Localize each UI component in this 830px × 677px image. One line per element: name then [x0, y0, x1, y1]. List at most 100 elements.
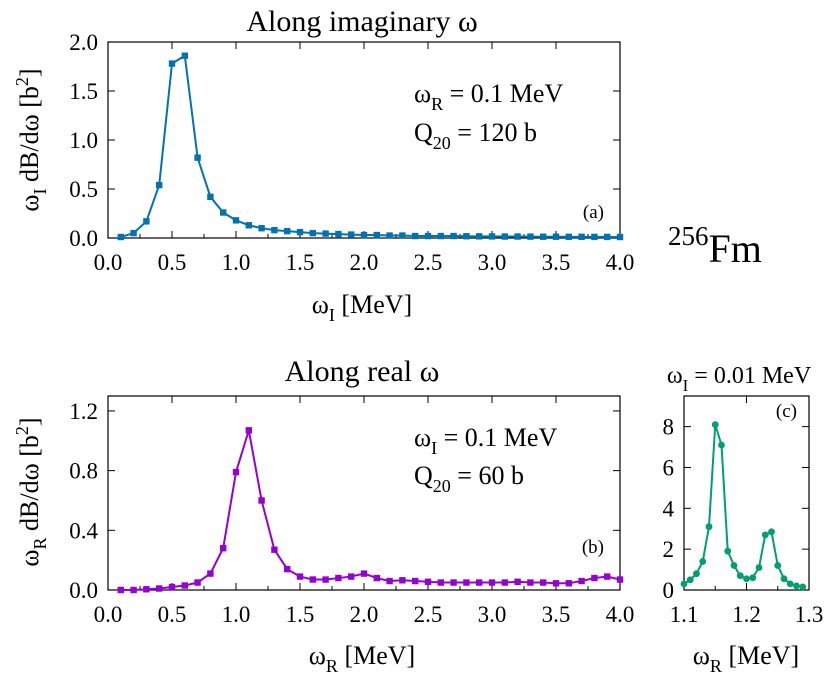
panel-b-annotation-omega-i: ωI = 0.1 MeV	[414, 423, 557, 458]
x-tick-label: 0.0	[94, 602, 123, 627]
data-point	[360, 570, 368, 577]
data-point	[322, 576, 329, 583]
data-point	[540, 233, 547, 240]
x-tick-label: 2.0	[350, 602, 379, 627]
data-point	[450, 232, 457, 240]
data-point	[527, 579, 534, 586]
panel-a-annotation-omega-r: ωR = 0.1 MeV	[414, 79, 563, 114]
data-point	[693, 570, 700, 578]
data-point	[463, 579, 470, 586]
data-point	[271, 546, 278, 553]
data-point	[718, 441, 725, 449]
data-point	[220, 545, 227, 552]
data-point	[705, 523, 713, 531]
data-point	[749, 574, 757, 582]
series-line-a	[120, 54, 621, 239]
x-tick-label: 2.0	[350, 250, 379, 275]
y-tick-label: 0	[663, 578, 675, 603]
x-tick-label: 1.5	[286, 250, 315, 275]
panel-c-x-axis-label: ωR [MeV]	[693, 641, 799, 676]
data-point	[591, 574, 598, 582]
data-point	[399, 577, 406, 584]
data-point	[348, 573, 355, 580]
data-point	[181, 52, 188, 59]
y-tick-label: 2	[663, 537, 675, 562]
data-point	[736, 572, 744, 580]
x-tick-label: 0.5	[158, 250, 187, 275]
y-tick-label: 6	[663, 455, 675, 480]
data-point	[399, 232, 406, 239]
data-point	[501, 233, 508, 240]
data-point	[258, 497, 265, 504]
data-point	[793, 582, 800, 590]
data-point	[450, 579, 457, 586]
data-point	[245, 222, 252, 229]
data-point	[786, 580, 794, 588]
data-point	[258, 225, 265, 232]
y-tick-label: 1.5	[69, 79, 98, 104]
data-point	[761, 531, 769, 539]
data-point	[527, 233, 534, 240]
data-point	[755, 564, 763, 571]
data-point	[245, 427, 252, 434]
data-point	[296, 228, 304, 236]
data-point	[437, 579, 444, 586]
data-point	[476, 579, 483, 586]
data-point	[194, 154, 201, 161]
y-tick-label: 1.0	[69, 128, 98, 153]
data-point	[348, 231, 355, 238]
data-point	[774, 562, 782, 569]
x-tick-label: 2.5	[414, 250, 443, 275]
data-point	[412, 577, 419, 585]
x-tick-label: 2.5	[414, 602, 443, 627]
data-point	[552, 580, 560, 587]
x-tick-label: 4.0	[606, 602, 635, 627]
x-tick-label: 1.5	[286, 602, 315, 627]
data-point	[501, 579, 508, 586]
panel-a-x-axis-label: ωI [MeV]	[312, 290, 412, 325]
data-point	[730, 562, 738, 569]
data-point	[284, 227, 291, 235]
data-point	[284, 565, 291, 573]
data-point	[780, 575, 788, 583]
y-tick-label: 4	[663, 496, 675, 521]
y-tick-label: 0.0	[69, 578, 98, 603]
data-point	[680, 580, 688, 588]
data-point	[143, 586, 150, 593]
data-point	[514, 233, 521, 240]
data-point	[194, 579, 201, 586]
data-point	[578, 233, 585, 241]
data-point	[699, 558, 707, 565]
data-point	[768, 528, 775, 536]
data-point	[168, 583, 176, 591]
data-point	[604, 233, 611, 241]
data-point	[373, 231, 380, 239]
data-point	[156, 181, 163, 189]
panel-b-x-axis-label: ωR [MeV]	[309, 641, 415, 676]
panel-c-title: ωI = 0.01 MeV	[667, 363, 812, 395]
panel-a-title: Along imaginary ω	[246, 5, 477, 38]
x-tick-label: 1.0	[222, 250, 251, 275]
data-point	[616, 576, 624, 583]
data-point	[463, 233, 470, 240]
panel-b-annotation-q20: Q20 = 60 b	[414, 461, 524, 496]
panel-c: ωI = 0.01 MeV (c) ωR [MeV] 1.1 1.2 1.3 0 2 4 6…	[663, 363, 824, 676]
data-point	[386, 577, 393, 585]
data-point	[322, 230, 329, 237]
data-point	[578, 577, 585, 585]
data-point	[335, 574, 342, 582]
data-point	[604, 573, 611, 580]
panel-a: Along imaginary ω (a) ωR = 0.1 MeV Q20 =…	[12, 5, 634, 325]
data-point	[156, 585, 163, 592]
data-point	[686, 576, 694, 584]
data-point	[565, 580, 572, 587]
data-point	[220, 209, 227, 216]
data-point	[232, 217, 240, 224]
data-point	[360, 231, 368, 239]
x-tick-label: 4.0	[606, 250, 635, 275]
data-point	[181, 582, 188, 589]
panel-a-frame	[107, 41, 621, 239]
x-tick-label: 3.5	[542, 602, 571, 627]
data-point	[335, 230, 342, 238]
